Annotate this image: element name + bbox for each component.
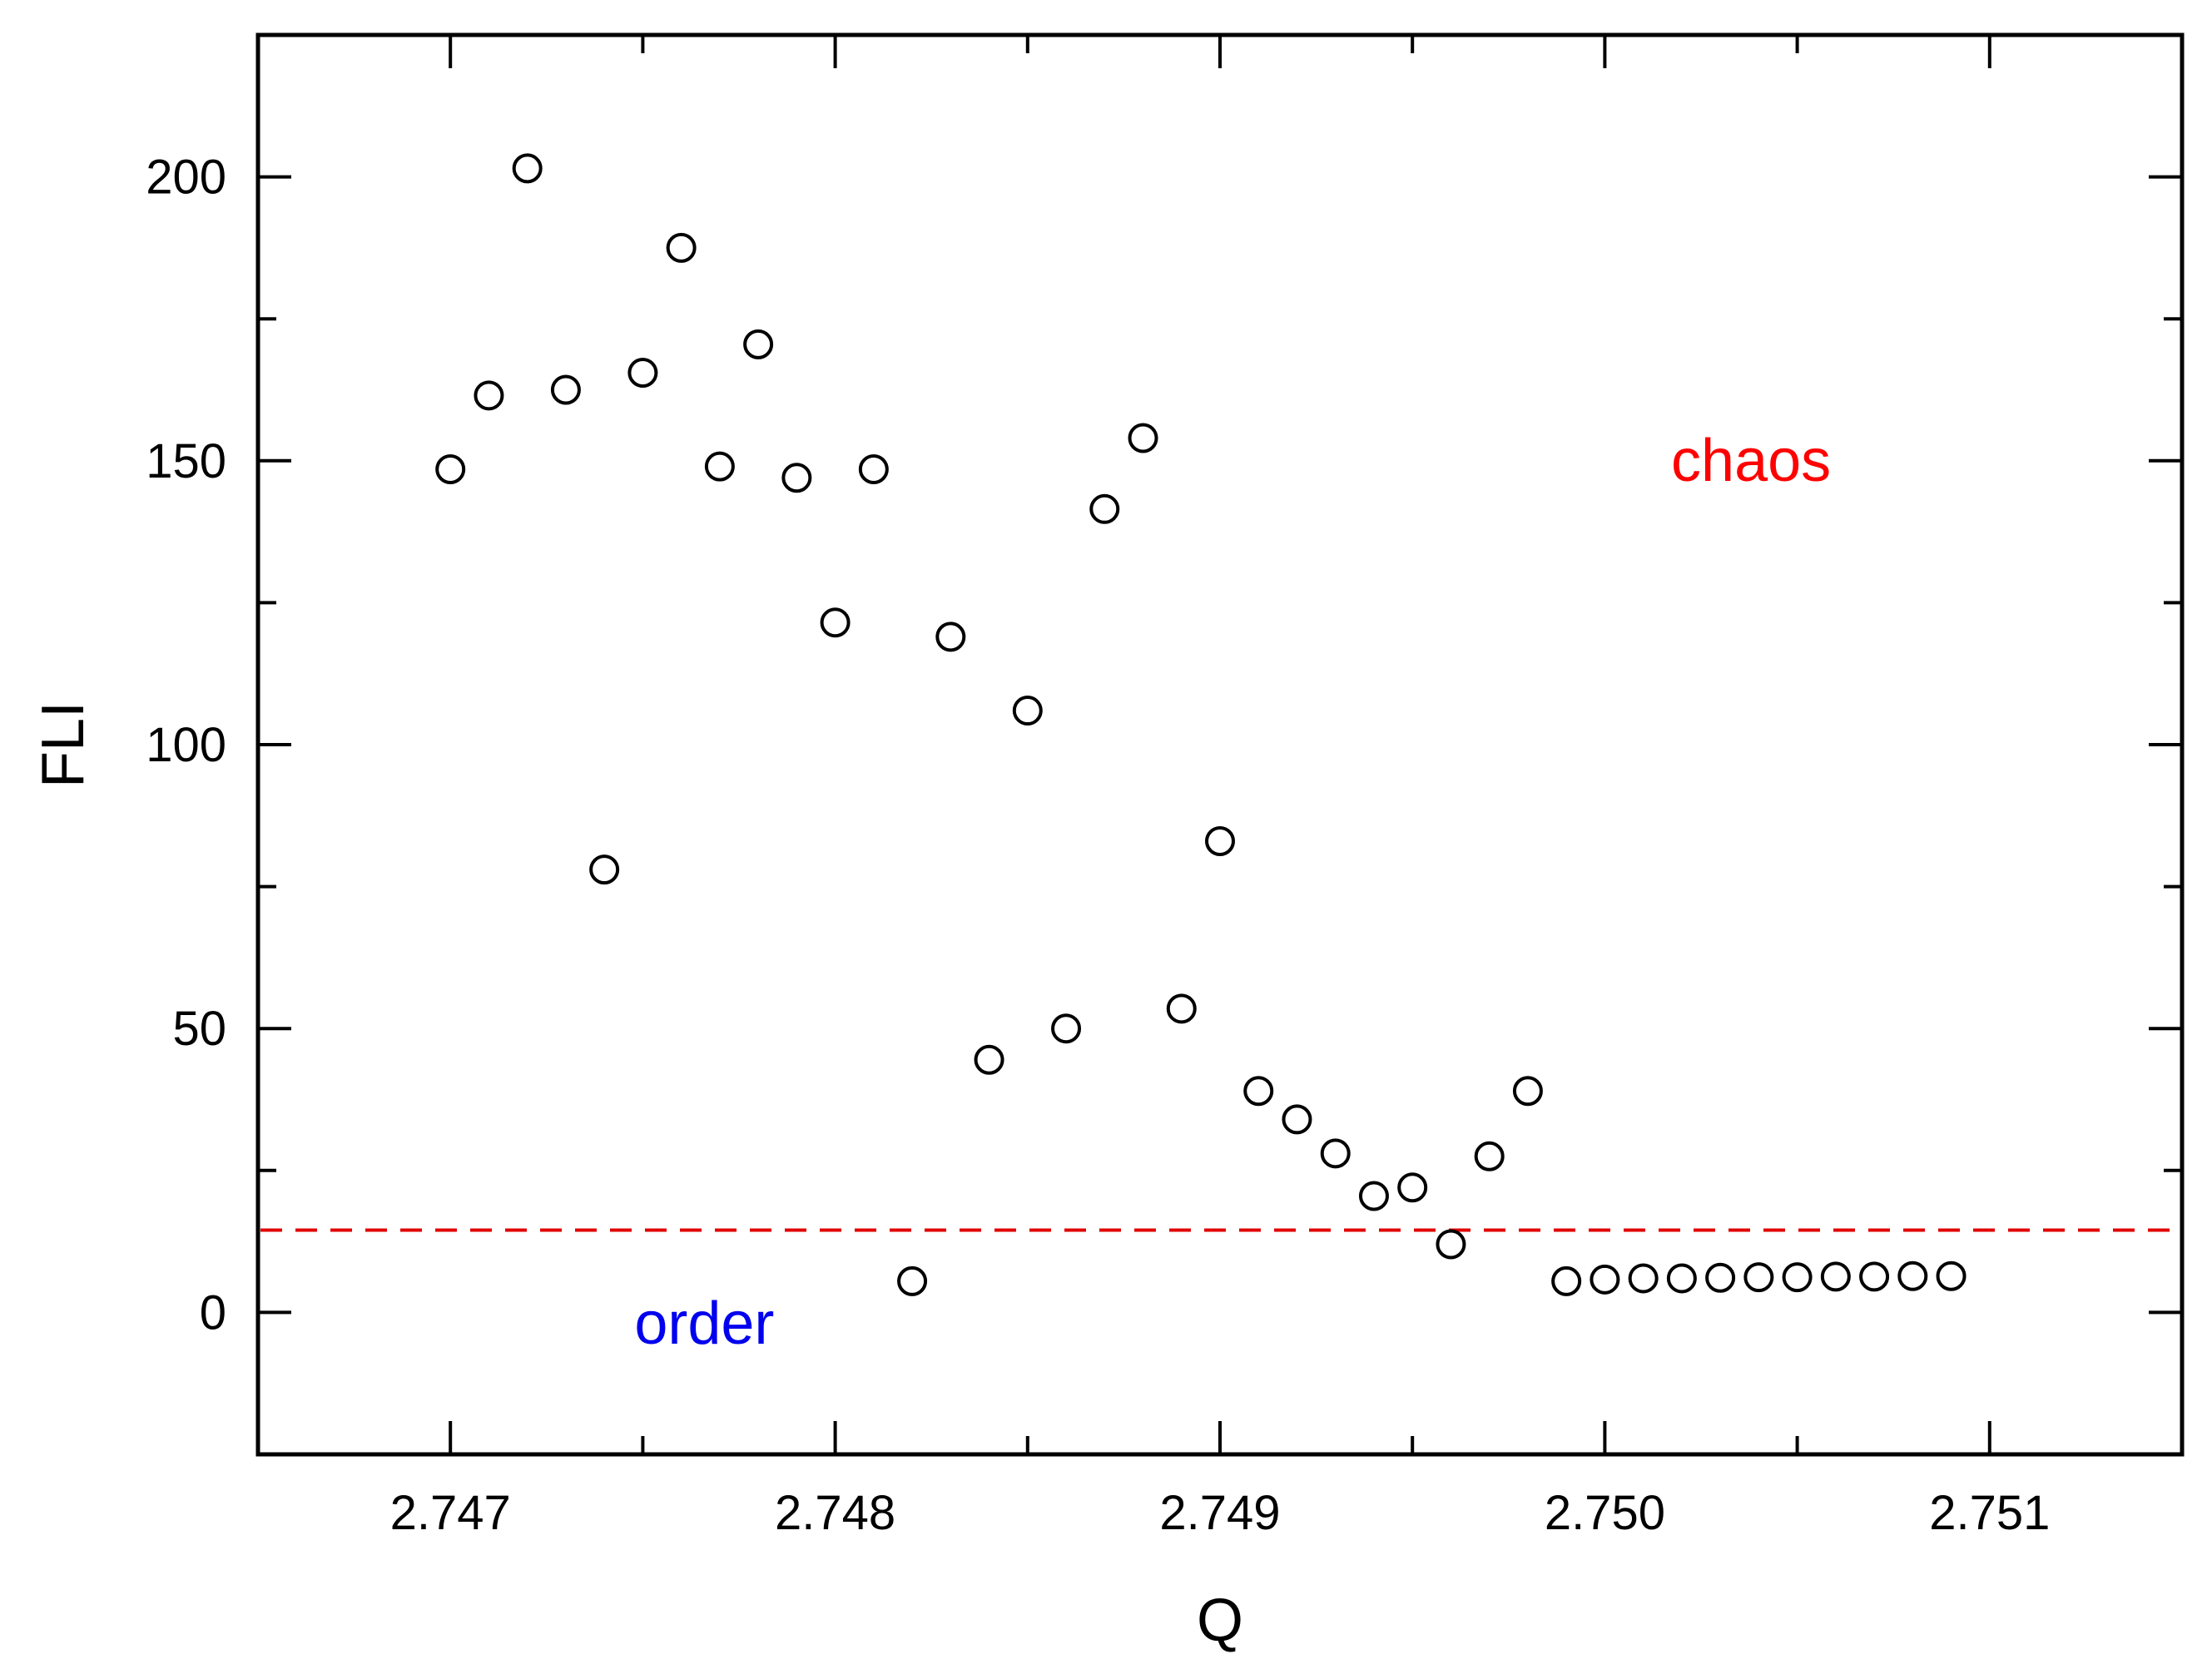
data-point xyxy=(435,454,466,485)
data-point xyxy=(935,622,966,652)
y-tick-label: 200 xyxy=(146,151,226,205)
data-point xyxy=(1512,1076,1543,1107)
data-point xyxy=(1859,1261,1890,1292)
data-point xyxy=(1320,1138,1351,1169)
data-point xyxy=(1243,1076,1274,1107)
data-point xyxy=(1551,1265,1582,1296)
data-point xyxy=(1358,1181,1389,1211)
data-point xyxy=(1436,1229,1466,1260)
data-point xyxy=(1782,1262,1813,1293)
data-point xyxy=(1628,1263,1659,1294)
data-point xyxy=(858,454,889,485)
plot-frame xyxy=(255,32,2185,1457)
data-point xyxy=(1705,1262,1736,1293)
x-tick-label: 2.748 xyxy=(775,1486,895,1540)
data-point xyxy=(1743,1262,1774,1293)
ticks-layer: 2.747 2.748 2.749 2.750 2.751 0 50 100 150 200 xyxy=(146,35,2184,1540)
x-axis-title: Q xyxy=(1197,1587,1243,1654)
y-tick-label: 0 xyxy=(200,1285,226,1340)
data-point xyxy=(474,380,504,411)
points-layer xyxy=(435,153,1966,1296)
y-tick-label: 150 xyxy=(146,434,226,488)
data-point xyxy=(1666,1263,1697,1294)
x-tick-label: 2.751 xyxy=(1929,1486,2050,1540)
data-point xyxy=(781,463,812,493)
data-point xyxy=(1282,1104,1312,1135)
data-point xyxy=(550,374,581,405)
x-tick-label: 2.747 xyxy=(390,1486,511,1540)
data-point xyxy=(512,153,543,184)
data-point xyxy=(1128,423,1158,453)
data-point xyxy=(1474,1141,1505,1171)
x-tick-label: 2.750 xyxy=(1545,1486,1665,1540)
data-point xyxy=(1820,1261,1851,1292)
x-tick-label: 2.749 xyxy=(1159,1486,1280,1540)
data-point xyxy=(1397,1172,1428,1203)
data-point xyxy=(1897,1260,1928,1291)
y-tick-label: 100 xyxy=(146,718,226,772)
data-point xyxy=(1205,826,1235,857)
data-point xyxy=(743,329,774,359)
annotations-layer: chaos order xyxy=(634,428,1831,1357)
data-point xyxy=(1936,1260,1966,1291)
data-point xyxy=(1089,493,1120,524)
data-point xyxy=(974,1044,1004,1075)
y-tick-label: 50 xyxy=(172,1002,226,1056)
y-axis-title: FLI xyxy=(30,701,97,788)
data-point xyxy=(1012,696,1043,726)
data-point xyxy=(666,232,697,263)
data-point xyxy=(627,358,658,389)
data-point xyxy=(1166,993,1197,1024)
data-point xyxy=(704,451,735,482)
annotation-chaos: chaos xyxy=(1671,428,1831,494)
data-point xyxy=(820,607,851,638)
data-point xyxy=(1051,1013,1082,1044)
data-point xyxy=(589,854,620,885)
data-point xyxy=(897,1265,928,1296)
annotation-order: order xyxy=(634,1290,774,1357)
data-point xyxy=(1590,1264,1620,1295)
